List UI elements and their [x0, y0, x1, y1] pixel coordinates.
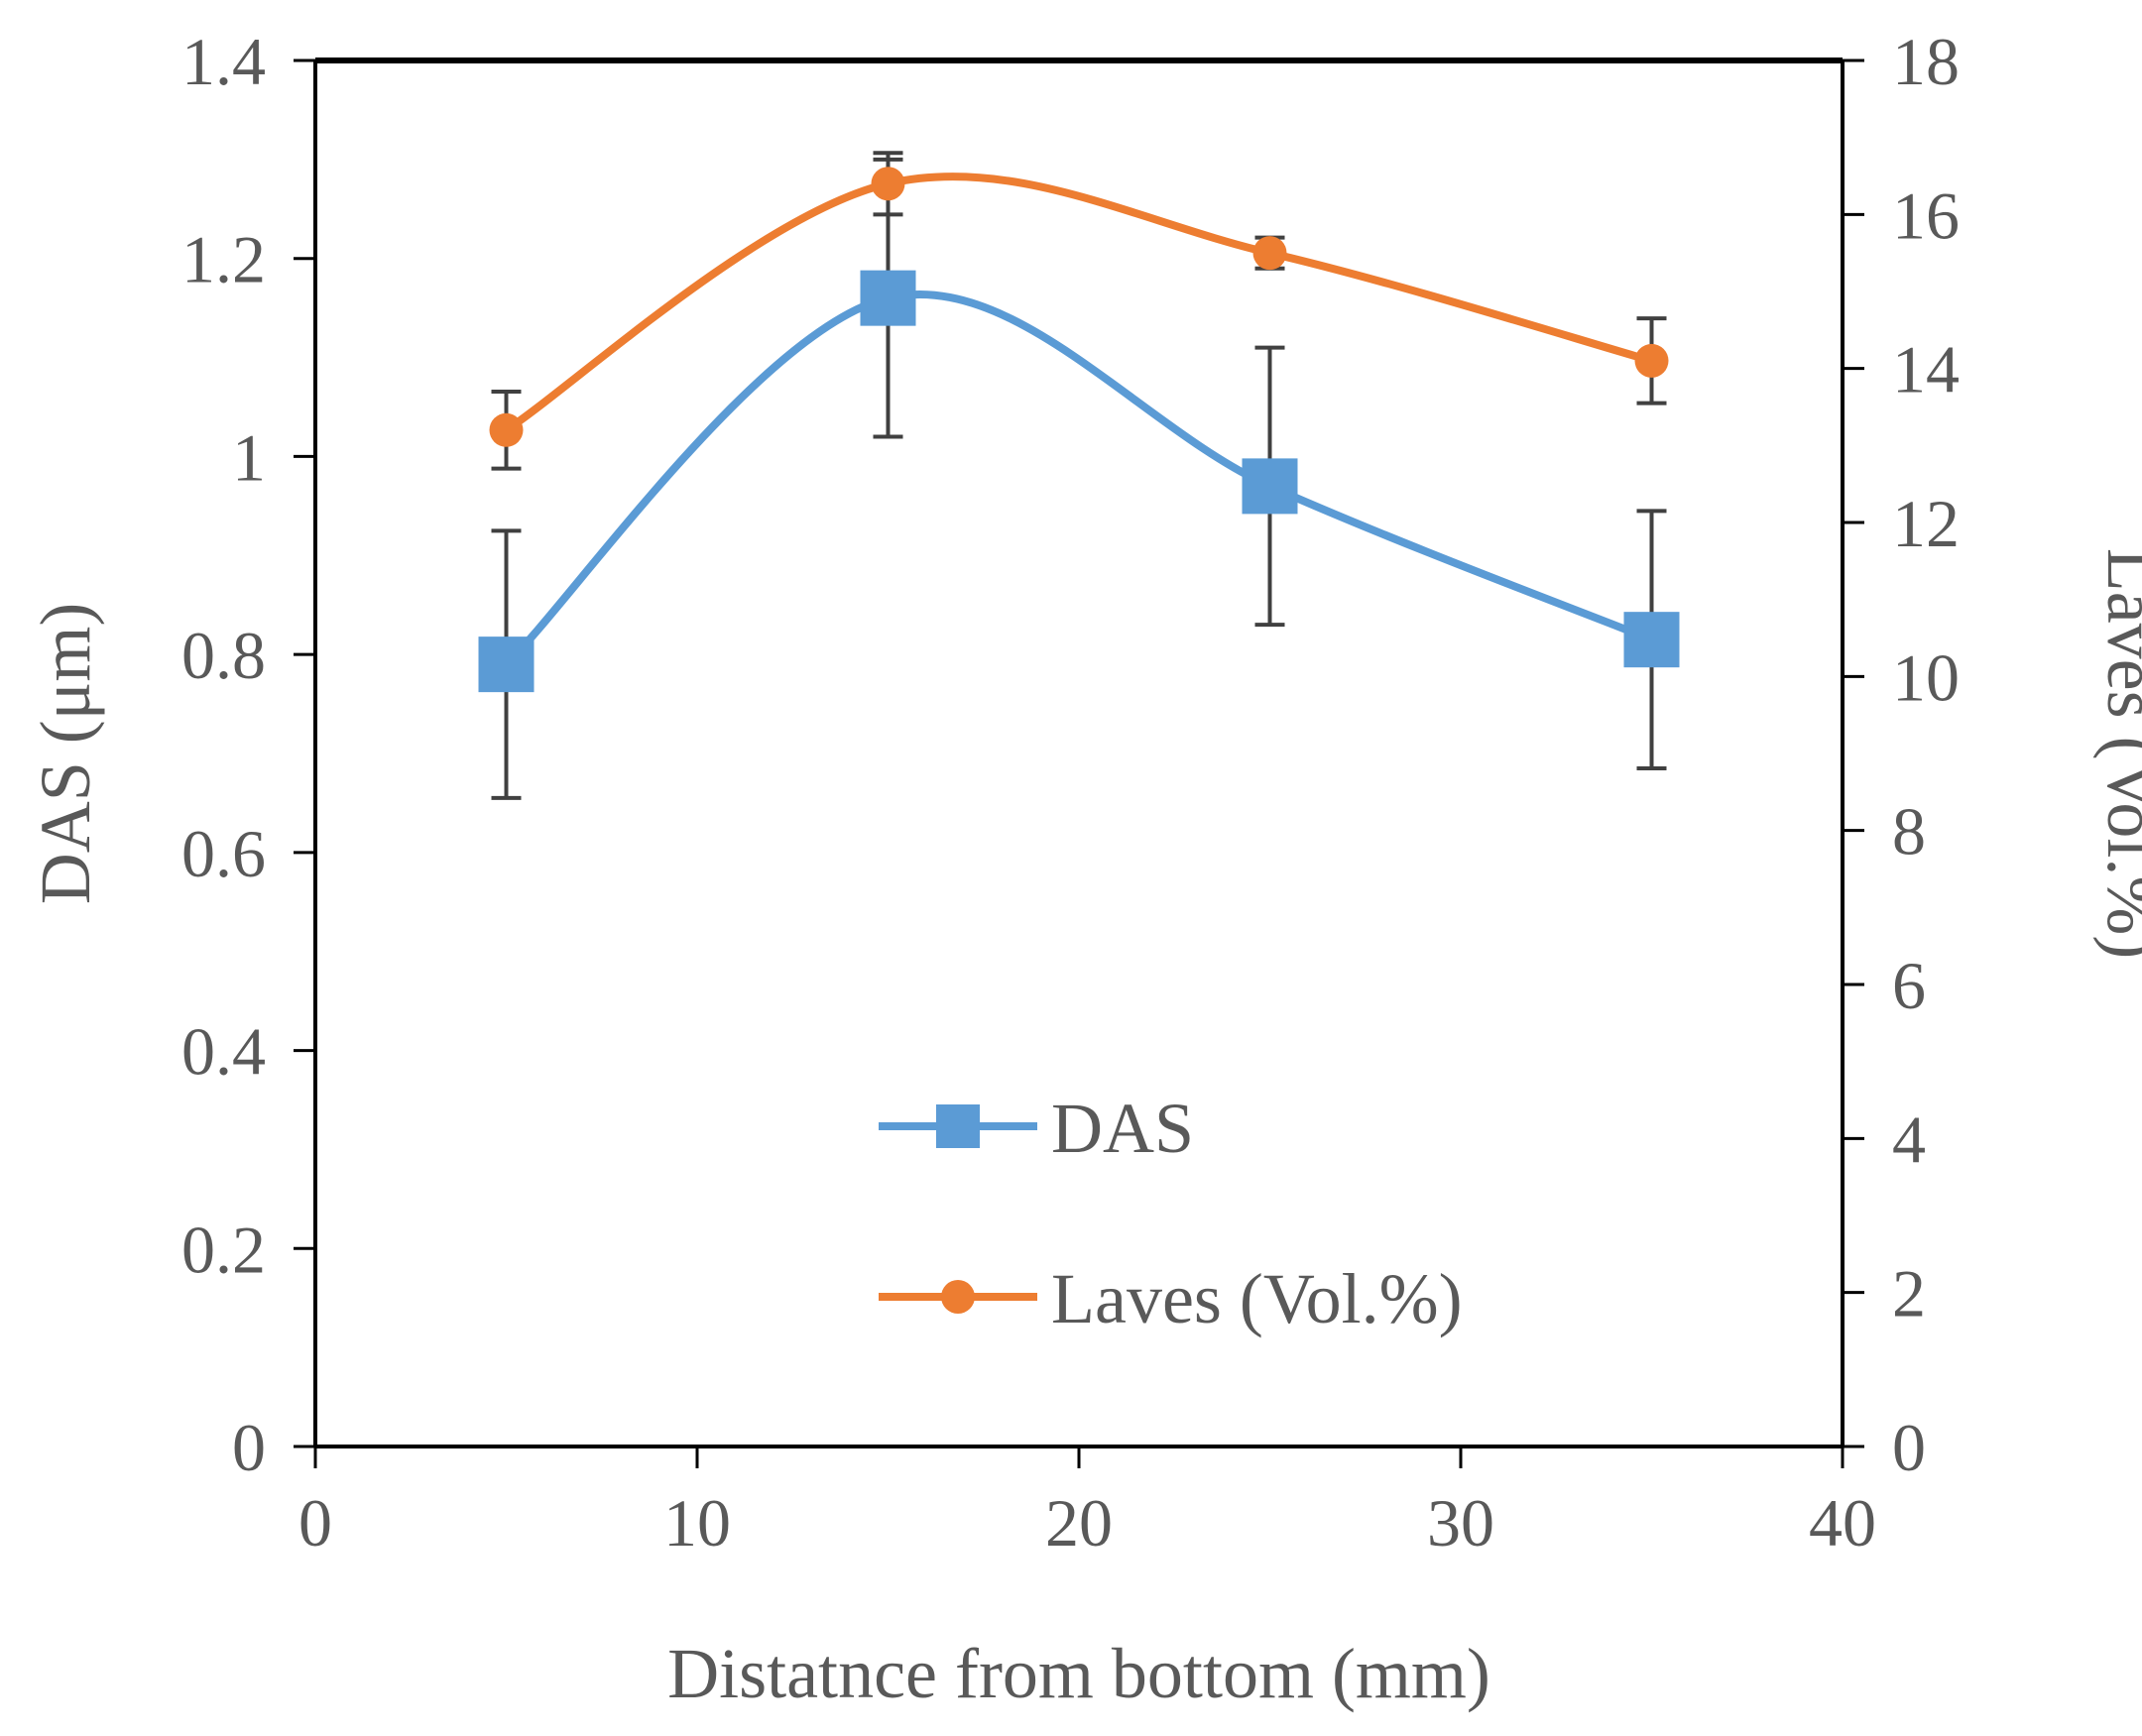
series-laves — [489, 151, 1669, 471]
x-tick-label: 10 — [663, 1485, 731, 1561]
legend-laves-label: Laves (Vol.%) — [1051, 1259, 1463, 1338]
legend: DAS Laves (Vol.%) — [879, 1089, 1463, 1338]
left-y-tick-label: 1.2 — [181, 222, 266, 297]
left-y-tick-label: 0.2 — [181, 1212, 266, 1287]
left-y-axis-title: DAS (μm) — [26, 603, 105, 905]
x-tick-label: 0 — [298, 1485, 332, 1561]
right-y-tick-label: 16 — [1892, 177, 1960, 253]
legend-laves-marker — [941, 1280, 975, 1314]
right-y-tick-label: 2 — [1892, 1256, 1926, 1331]
series-layer — [478, 151, 1680, 800]
right-y-tick-label: 10 — [1892, 639, 1960, 715]
x-tick-label: 40 — [1809, 1485, 1876, 1561]
x-tick-label: 20 — [1045, 1485, 1113, 1561]
right-y-tick-label: 6 — [1892, 948, 1926, 1023]
right-y-tick-label: 4 — [1892, 1101, 1926, 1177]
das-point — [1623, 612, 1680, 668]
laves-point — [871, 167, 905, 201]
laves-point — [1634, 343, 1669, 378]
left-y-tick-label: 1.4 — [181, 24, 266, 99]
laves-line — [502, 173, 1656, 434]
x-axis-ticks: 0 10 20 30 40 — [298, 1447, 1876, 1561]
left-y-tick-label: 0 — [232, 1410, 266, 1485]
legend-das-label: DAS — [1051, 1089, 1194, 1168]
left-y-tick-label: 0.4 — [181, 1014, 266, 1090]
laves-point — [1252, 236, 1287, 271]
series-das — [478, 157, 1680, 800]
right-y-axis-ticks: 0 2 4 6 8 10 12 14 16 18 — [1843, 24, 1960, 1485]
laves-point — [489, 412, 524, 447]
x-axis-title: Distatnce from bottom (mm) — [667, 1634, 1490, 1713]
das-point — [478, 637, 535, 693]
das-point — [1242, 458, 1298, 515]
left-y-tick-label: 0.8 — [181, 618, 266, 693]
right-y-tick-label: 8 — [1892, 794, 1926, 869]
legend-das-marker — [936, 1104, 980, 1148]
left-y-axis-ticks: 0 0.2 0.4 0.6 0.8 1 1.2 1.4 — [181, 24, 315, 1485]
das-point — [860, 270, 916, 326]
right-y-tick-label: 12 — [1892, 486, 1960, 561]
right-y-tick-label: 18 — [1892, 24, 1960, 99]
right-y-axis-title: Laves (Vol.%) — [2092, 548, 2142, 960]
left-y-tick-label: 0.6 — [181, 816, 266, 891]
right-y-tick-label: 0 — [1892, 1410, 1926, 1485]
x-tick-label: 30 — [1427, 1485, 1494, 1561]
left-y-tick-label: 1 — [232, 419, 266, 495]
das-line — [502, 290, 1656, 669]
right-y-tick-label: 14 — [1892, 332, 1960, 407]
